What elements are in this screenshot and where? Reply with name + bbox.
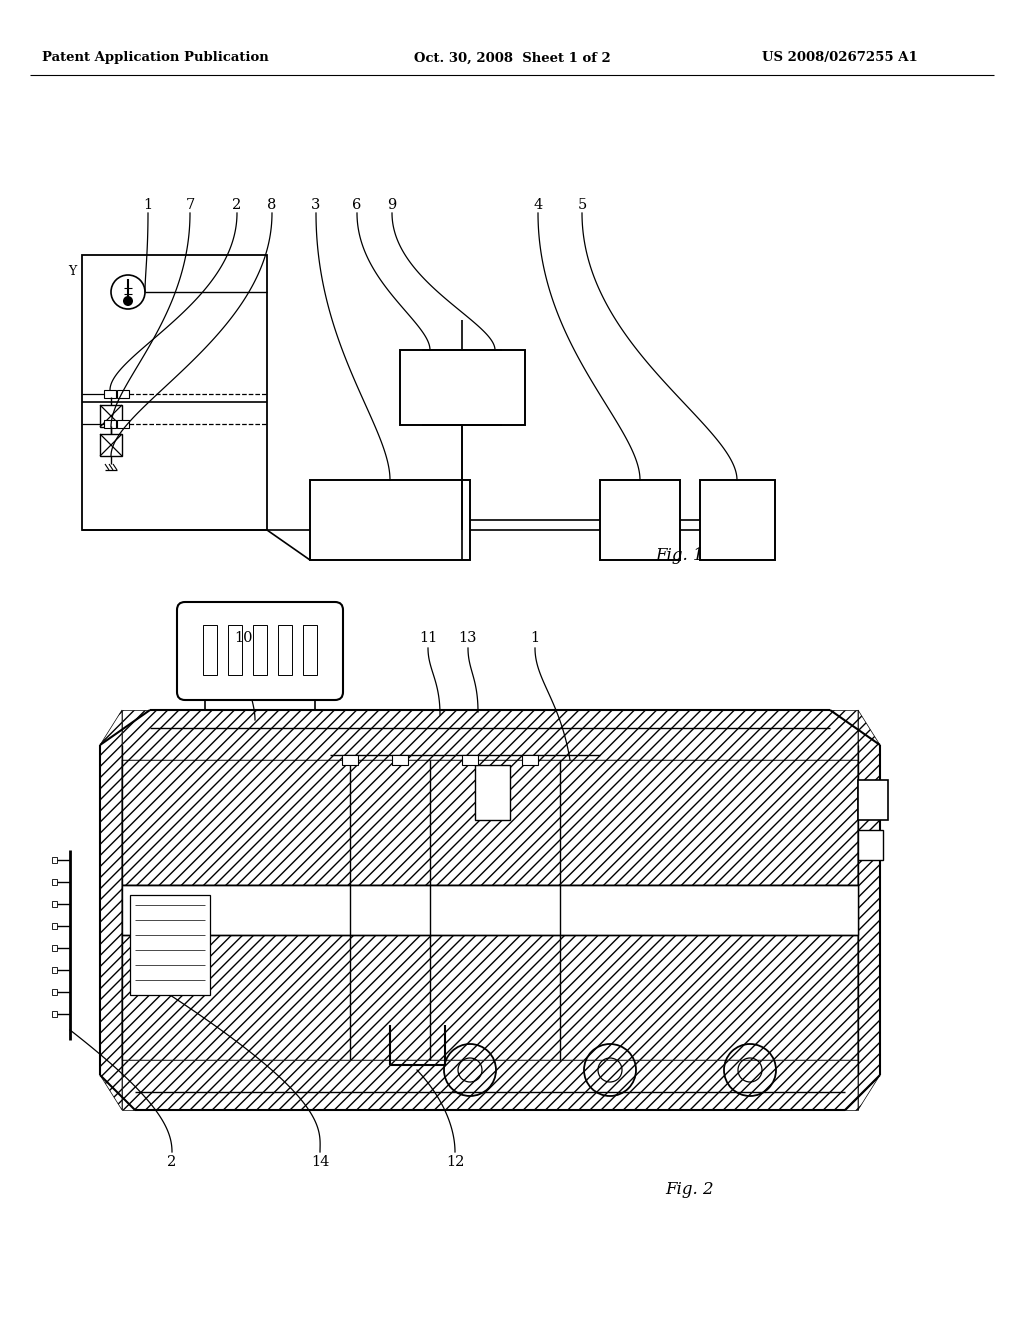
Text: 2: 2 [232, 198, 242, 213]
Text: Oct. 30, 2008  Sheet 1 of 2: Oct. 30, 2008 Sheet 1 of 2 [414, 51, 610, 65]
Bar [52, 989, 57, 995]
Bar [52, 1011, 57, 1016]
Bar [278, 624, 292, 675]
Bar [462, 755, 478, 766]
FancyBboxPatch shape [177, 602, 343, 700]
Text: 4: 4 [534, 198, 543, 213]
Bar [52, 923, 57, 929]
Circle shape [123, 296, 133, 306]
Bar [104, 420, 116, 428]
Text: 11: 11 [419, 631, 437, 645]
Text: 6: 6 [352, 198, 361, 213]
Bar [858, 830, 883, 861]
Text: 8: 8 [267, 198, 276, 213]
Bar [52, 857, 57, 863]
Bar [82, 255, 267, 531]
Bar [203, 624, 217, 675]
Text: Y: Y [68, 265, 76, 279]
Text: 14: 14 [311, 1155, 329, 1170]
Bar [253, 624, 267, 675]
Bar [392, 755, 408, 766]
Bar [130, 895, 210, 995]
Text: 10: 10 [233, 631, 252, 645]
Bar [117, 420, 129, 428]
Text: 5: 5 [578, 198, 587, 213]
Text: US 2008/0267255 A1: US 2008/0267255 A1 [762, 51, 918, 65]
Bar [104, 389, 116, 399]
Bar [228, 624, 242, 675]
Text: 1: 1 [530, 631, 540, 645]
Bar [52, 968, 57, 973]
Bar [122, 884, 858, 935]
Bar [858, 780, 888, 820]
Text: 2: 2 [167, 1155, 176, 1170]
Bar [52, 945, 57, 950]
Text: Fig. 1: Fig. 1 [655, 546, 705, 564]
Text: 9: 9 [387, 198, 396, 213]
Bar [100, 434, 122, 455]
Text: 13: 13 [459, 631, 477, 645]
Bar [400, 350, 525, 425]
Bar [52, 902, 57, 907]
Text: Patent Application Publication: Patent Application Publication [42, 51, 268, 65]
Text: 7: 7 [185, 198, 195, 213]
Bar [700, 480, 775, 560]
Bar [52, 879, 57, 884]
Text: 1: 1 [143, 198, 153, 213]
Text: 12: 12 [445, 1155, 464, 1170]
Bar [342, 755, 358, 766]
Bar [600, 480, 680, 560]
Text: 3: 3 [311, 198, 321, 213]
Bar [117, 389, 129, 399]
Bar [522, 755, 538, 766]
Bar [303, 624, 317, 675]
Bar [475, 766, 510, 820]
Bar [310, 480, 470, 560]
Bar [100, 405, 122, 426]
Text: Fig. 2: Fig. 2 [666, 1181, 715, 1199]
